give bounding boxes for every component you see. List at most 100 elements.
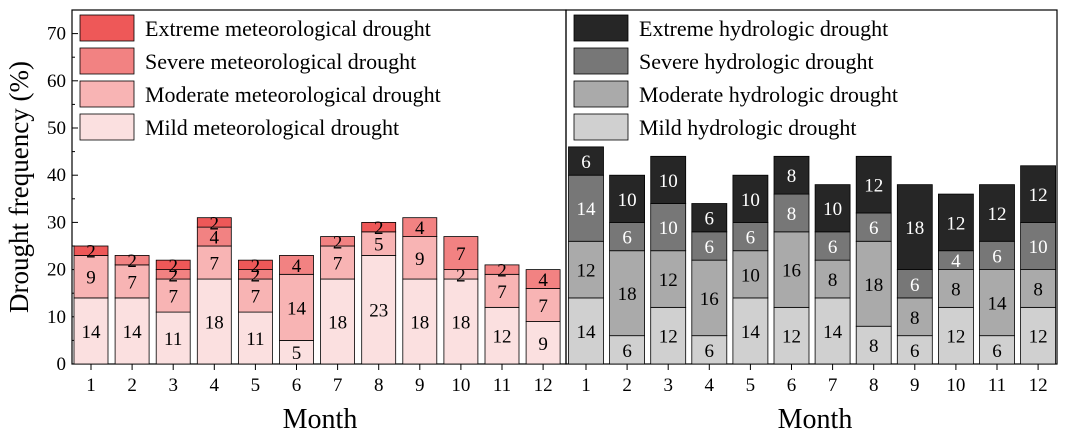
bar-meteorological-s0-m3 xyxy=(155,311,191,365)
bar-meteorological-s2-m12 xyxy=(525,269,561,289)
data-label: 11 xyxy=(164,329,182,350)
data-label: 10 xyxy=(659,171,678,192)
bar-hydrologic-s1-m4 xyxy=(691,259,728,337)
data-label: 23 xyxy=(369,301,388,322)
bar-hydrologic-s3-m1 xyxy=(568,146,604,176)
bar-hydrologic-s1-m3 xyxy=(650,250,687,308)
data-label: 8 xyxy=(951,279,961,300)
bar-meteorological-s1-m11 xyxy=(484,273,520,308)
data-label: 12 xyxy=(946,327,965,348)
data-label: 6 xyxy=(581,152,591,173)
bar-hydrologic-s0-m12 xyxy=(1020,306,1056,365)
bar-hydrologic-s1-m10 xyxy=(938,269,974,308)
x-tick-label: 2 xyxy=(622,375,632,396)
data-label: 7 xyxy=(538,296,548,317)
bar-hydrologic-s0-m9 xyxy=(896,335,933,365)
data-label: 12 xyxy=(782,327,801,348)
bar-hydrologic-s3-m10 xyxy=(938,193,974,252)
data-label: 16 xyxy=(782,261,801,282)
bar-hydrologic-s1-m12 xyxy=(1020,269,1056,308)
legend-label: Moderate hydrologic drought xyxy=(639,82,898,107)
bar-hydrologic-s2-m8 xyxy=(855,212,892,242)
y-tick-label: 50 xyxy=(47,118,66,139)
data-label: 12 xyxy=(988,204,1007,225)
data-label: 6 xyxy=(910,275,920,296)
bar-meteorological-s1-m2 xyxy=(114,264,150,299)
bar-meteorological-s1-m5 xyxy=(237,278,273,313)
bar-meteorological-s0-m12 xyxy=(525,321,561,365)
data-label: 9 xyxy=(415,249,425,270)
data-label: 9 xyxy=(86,268,96,289)
bar-hydrologic-s3-m5 xyxy=(732,174,769,223)
data-label: 7 xyxy=(456,244,466,265)
data-label: 12 xyxy=(577,261,596,282)
data-label: 8 xyxy=(910,308,920,329)
bar-hydrologic-s3-m9 xyxy=(896,184,933,270)
data-label: 10 xyxy=(741,265,760,286)
y-tick-label: 40 xyxy=(47,165,66,186)
bar-hydrologic-s3-m4 xyxy=(691,203,728,233)
data-label: 18 xyxy=(618,284,637,305)
data-label: 2 xyxy=(497,261,507,282)
y-tick-label: 70 xyxy=(47,24,66,45)
x-tick-label: 11 xyxy=(493,375,511,396)
bar-hydrologic-s2-m4 xyxy=(691,231,728,261)
bar-hydrologic-s3-m6 xyxy=(773,155,810,195)
bar-meteorological-s3-m1 xyxy=(73,245,109,256)
data-label: 18 xyxy=(864,275,883,296)
bar-meteorological-s2-m11 xyxy=(484,264,520,275)
data-label: 8 xyxy=(869,336,879,357)
bar-hydrologic-s2-m11 xyxy=(979,240,1015,270)
x-tick-label: 12 xyxy=(1029,375,1048,396)
bar-meteorological-s1-m6 xyxy=(279,273,314,341)
x-tick-label: 4 xyxy=(705,375,715,396)
data-label: 7 xyxy=(127,272,137,293)
x-tick-label: 7 xyxy=(333,375,343,396)
legend-swatch-hydrologic-0 xyxy=(573,113,629,141)
legend-label: Severe hydrologic drought xyxy=(639,49,874,74)
data-label: 10 xyxy=(659,218,678,239)
bar-meteorological-s1-m4 xyxy=(196,245,232,280)
bar-hydrologic-s0-m4 xyxy=(691,335,728,365)
x-tick-label: 9 xyxy=(910,375,920,396)
data-label: 2 xyxy=(456,265,466,286)
data-label: 6 xyxy=(705,341,715,362)
data-label: 8 xyxy=(787,204,797,225)
data-label: 6 xyxy=(705,209,715,230)
data-label: 2 xyxy=(374,218,384,239)
bar-hydrologic-s1-m2 xyxy=(609,250,645,337)
data-label: 6 xyxy=(622,228,632,249)
bar-meteorological-s0-m10 xyxy=(443,278,479,365)
data-label: 7 xyxy=(251,287,261,308)
data-label: 18 xyxy=(905,218,924,239)
legend-swatch-meteorological-0 xyxy=(79,113,135,141)
legend-swatch-hydrologic-2 xyxy=(573,47,629,75)
data-label: 8 xyxy=(787,166,797,187)
data-label: 6 xyxy=(992,341,1002,362)
bar-meteorological-s2-m10 xyxy=(443,236,479,270)
bar-meteorological-s0-m5 xyxy=(237,311,273,365)
legend-label: Extreme hydrologic drought xyxy=(639,16,888,41)
data-label: 12 xyxy=(1029,327,1048,348)
data-label: 11 xyxy=(246,329,264,350)
data-label: 14 xyxy=(988,294,1008,315)
x-tick-label: 1 xyxy=(86,375,96,396)
legend-swatch-meteorological-2 xyxy=(79,47,135,75)
data-label: 6 xyxy=(828,237,838,258)
bar-hydrologic-s0-m3 xyxy=(650,306,687,365)
data-label: 4 xyxy=(292,256,302,277)
data-label: 14 xyxy=(577,199,597,220)
x-tick-label: 10 xyxy=(946,375,965,396)
x-tick-label: 10 xyxy=(451,375,470,396)
data-label: 14 xyxy=(123,322,143,343)
data-label: 7 xyxy=(210,254,220,275)
data-label: 14 xyxy=(823,322,843,343)
data-label: 4 xyxy=(538,270,548,291)
data-label: 4 xyxy=(951,251,961,272)
x-tick-label: 5 xyxy=(251,375,261,396)
bar-hydrologic-s2-m2 xyxy=(609,221,645,252)
x-tick-label: 8 xyxy=(869,375,879,396)
x-tick-label: 3 xyxy=(168,375,178,396)
data-label: 2 xyxy=(251,256,261,277)
